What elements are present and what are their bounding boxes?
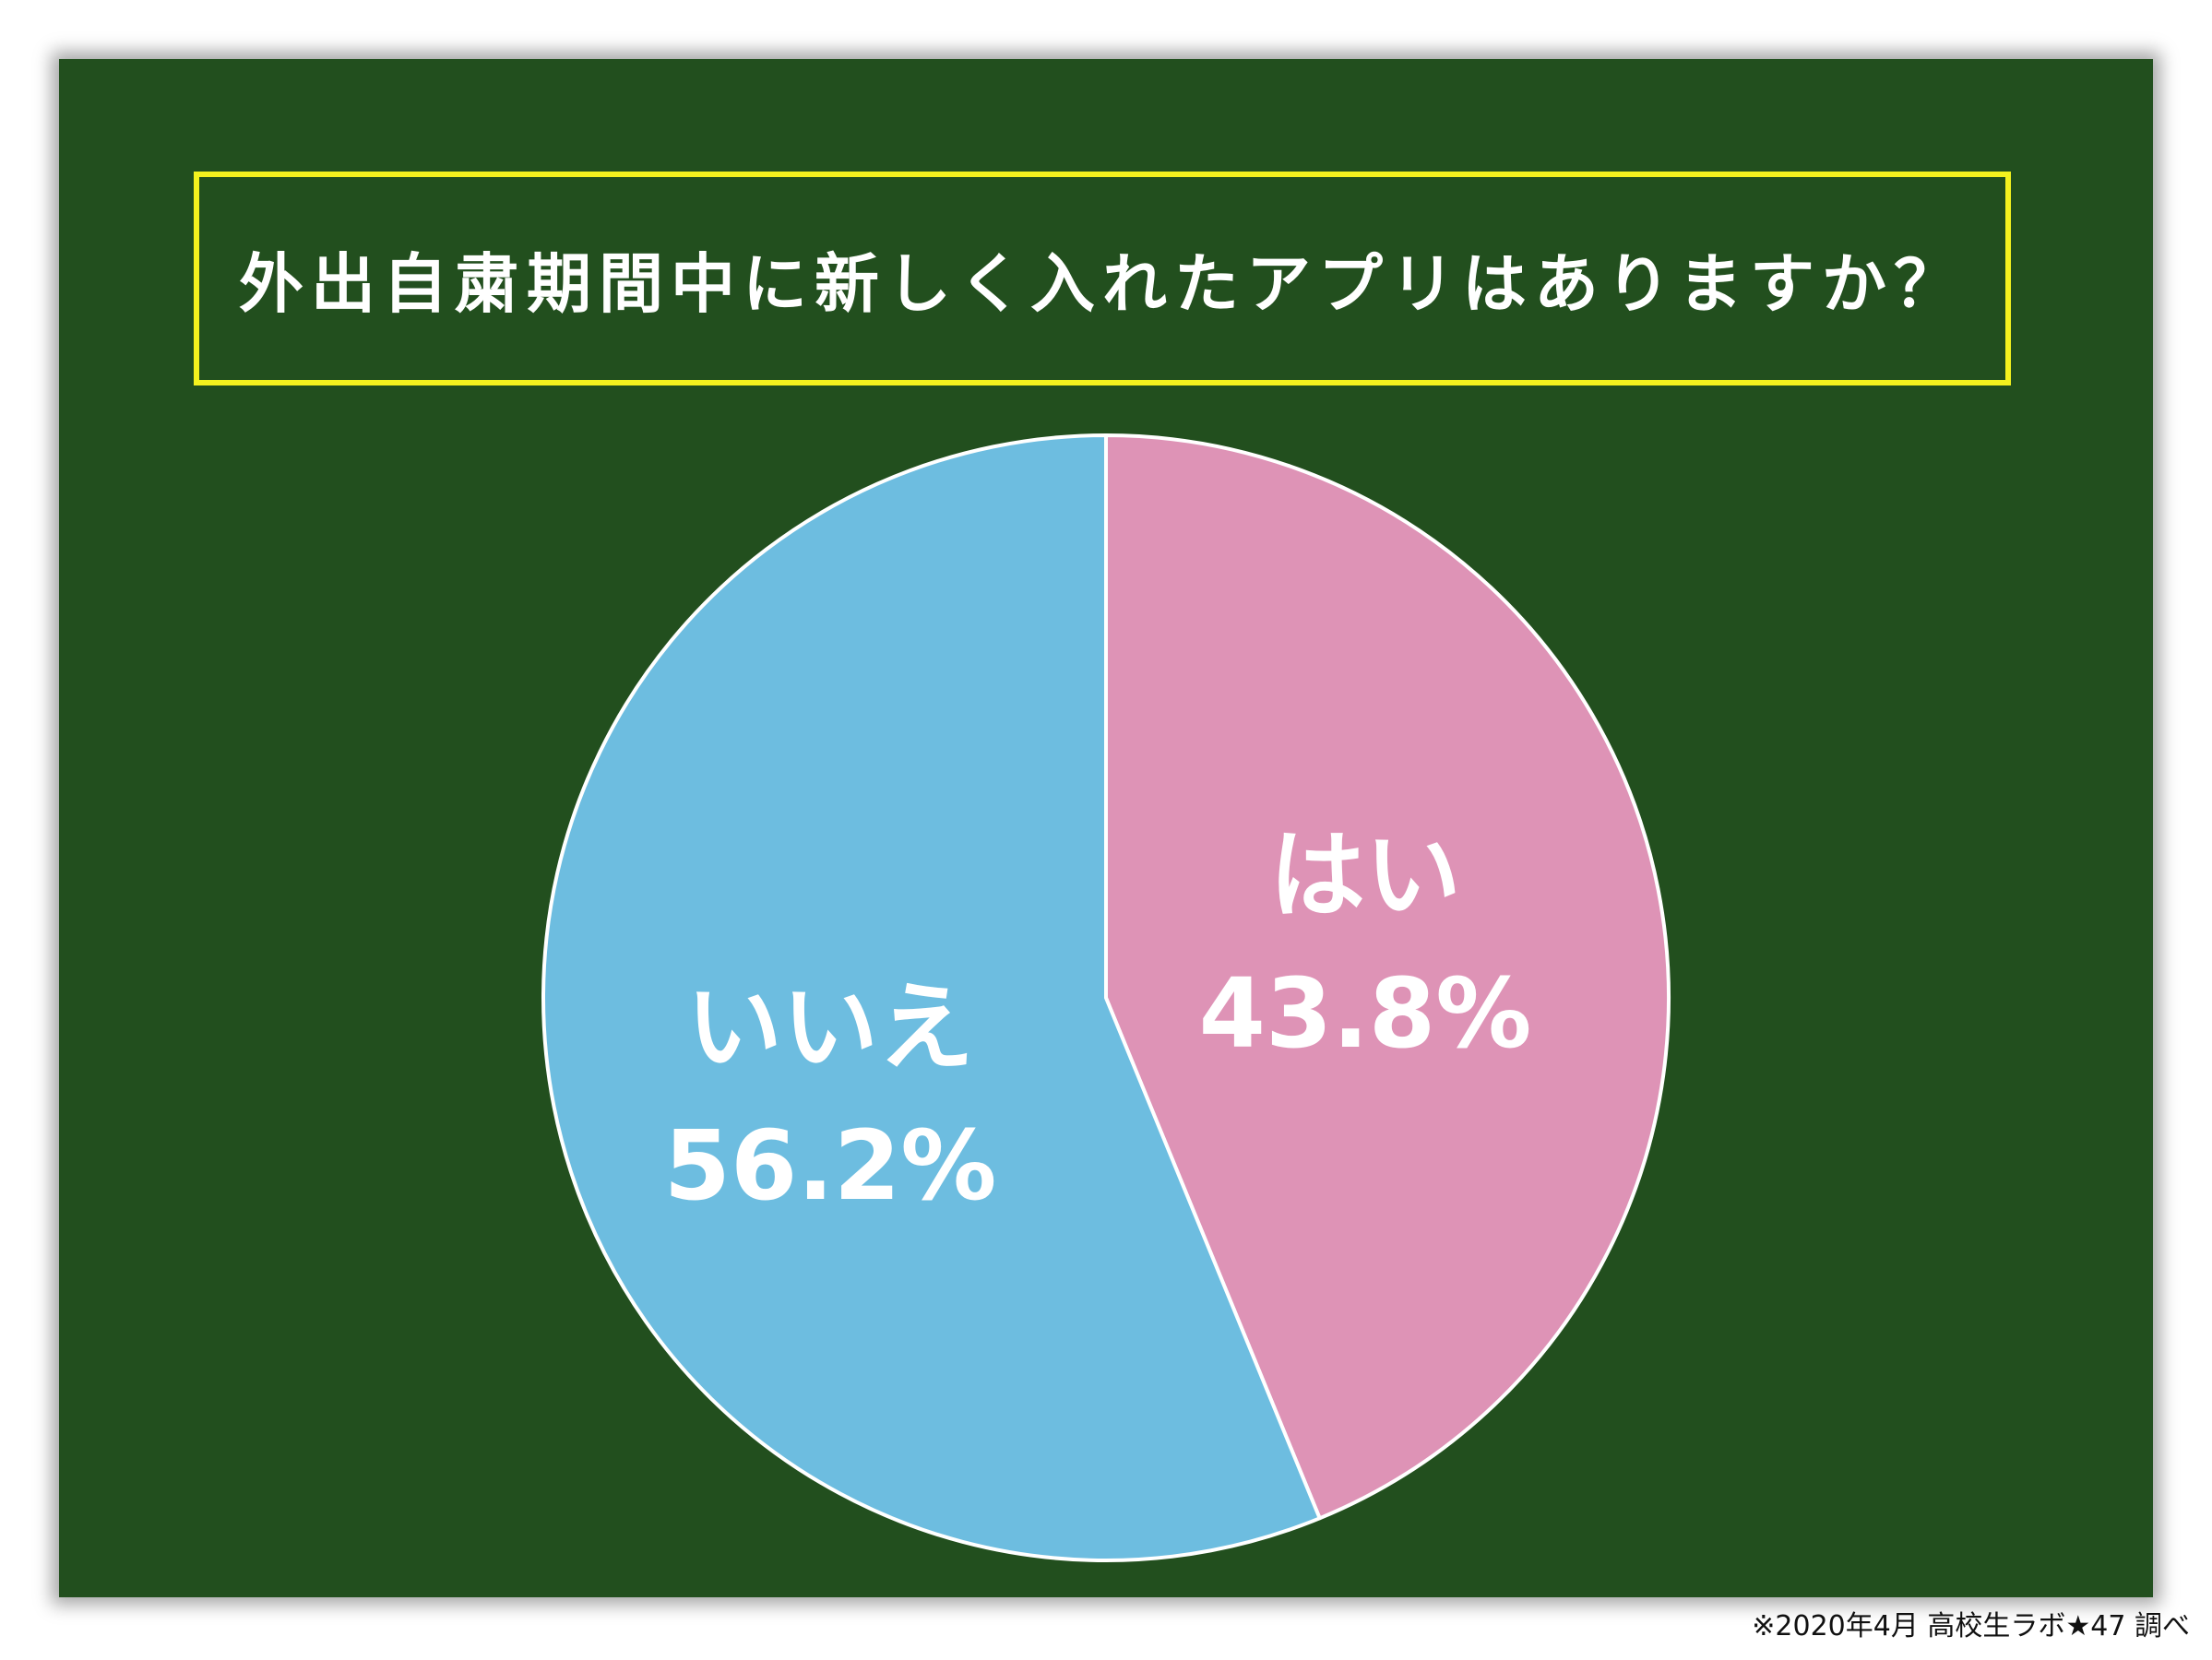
pie-slice-hai <box>1104 433 1671 1521</box>
slice-value-iie: 56.2% <box>664 1109 997 1222</box>
slice-value-hai: 43.8% <box>1199 957 1532 1070</box>
slice-label-hai: はい <box>1269 819 1461 931</box>
pie-slice-iie <box>541 433 1322 1562</box>
chart-title: 外出自粛期間中に新しく入れたアプリはありますか？ <box>239 245 1966 322</box>
slice-label-iie: いいえ <box>686 971 974 1084</box>
chart-title-box: 外出自粛期間中に新しく入れたアプリはありますか？ <box>194 172 2011 385</box>
source-note: ※2020年4月 高校生ラボ★47 調べ <box>1752 1610 2190 1642</box>
